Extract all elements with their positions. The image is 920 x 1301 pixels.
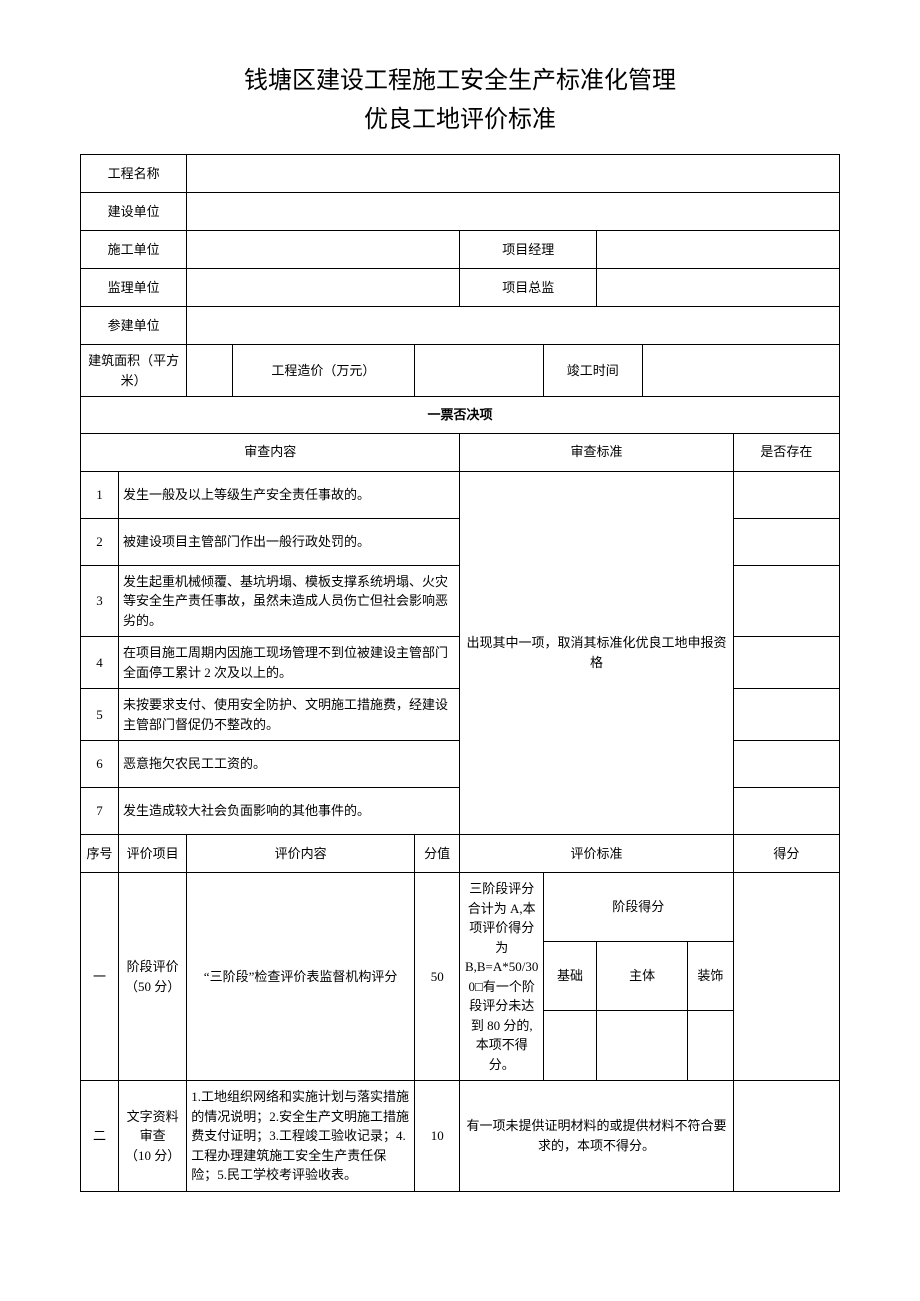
value-area[interactable] bbox=[187, 345, 233, 397]
eval-header-scoremax: 分值 bbox=[414, 835, 460, 873]
evaluation-table: 工程名称 建设单位 施工单位 项目经理 监理单位 项目总监 参建单位 建筑面积（… bbox=[80, 154, 840, 1192]
veto-content: 恶意拖欠农民工工资的。 bbox=[118, 741, 460, 788]
eval-item: 阶段评价（50 分） bbox=[118, 873, 186, 1081]
value-build-unit[interactable] bbox=[187, 193, 840, 231]
phase-score-main[interactable] bbox=[597, 1011, 688, 1081]
label-area: 建筑面积（平方米） bbox=[81, 345, 187, 397]
eval-header-seq: 序号 bbox=[81, 835, 119, 873]
veto-standard: 出现其中一项，取消其标准化优良工地申报资格 bbox=[460, 471, 733, 835]
row-supervise-unit: 监理单位 项目总监 bbox=[81, 269, 840, 307]
veto-no: 2 bbox=[81, 518, 119, 565]
eval-header-item: 评价项目 bbox=[118, 835, 186, 873]
label-project-manager: 项目经理 bbox=[460, 231, 597, 269]
veto-section-title: 一票否决项 bbox=[81, 397, 840, 434]
row-participant-unit: 参建单位 bbox=[81, 307, 840, 345]
veto-exists[interactable] bbox=[733, 637, 839, 689]
row-project-name: 工程名称 bbox=[81, 155, 840, 193]
value-project-manager[interactable] bbox=[597, 231, 840, 269]
value-construct-unit[interactable] bbox=[187, 231, 460, 269]
veto-content: 发生一般及以上等级生产安全责任事故的。 bbox=[118, 471, 460, 518]
value-project-director[interactable] bbox=[597, 269, 840, 307]
label-participant-unit: 参建单位 bbox=[81, 307, 187, 345]
row-build-unit: 建设单位 bbox=[81, 193, 840, 231]
veto-no: 4 bbox=[81, 637, 119, 689]
label-build-unit: 建设单位 bbox=[81, 193, 187, 231]
veto-row-1: 1 发生一般及以上等级生产安全责任事故的。 出现其中一项，取消其标准化优良工地申… bbox=[81, 471, 840, 518]
label-project-director: 项目总监 bbox=[460, 269, 597, 307]
veto-exists[interactable] bbox=[733, 741, 839, 788]
eval-scoremax: 50 bbox=[414, 873, 460, 1081]
row-veto-title: 一票否决项 bbox=[81, 397, 840, 434]
veto-no: 3 bbox=[81, 565, 119, 637]
eval-seq: 二 bbox=[81, 1081, 119, 1192]
eval-standard: 有一项未提供证明材料的或提供材料不符合要求的，本项不得分。 bbox=[460, 1081, 733, 1192]
eval-header-score: 得分 bbox=[733, 835, 839, 873]
veto-header-standard: 审查标准 bbox=[460, 433, 733, 471]
eval-score[interactable] bbox=[733, 1081, 839, 1192]
value-supervise-unit[interactable] bbox=[187, 269, 460, 307]
eval-content: 1.工地组织网络和实施计划与落实措施的情况说明；2.安全生产文明施工措施费支付证… bbox=[187, 1081, 415, 1192]
eval-content: “三阶段”检查评价表监督机构评分 bbox=[187, 873, 415, 1081]
veto-content: 发生起重机械倾覆、基坑坍塌、模板支撑系统坍塌、火灾等安全生产责任事故，虽然未造成… bbox=[118, 565, 460, 637]
veto-exists[interactable] bbox=[733, 471, 839, 518]
doc-title-line2: 优良工地评价标准 bbox=[80, 99, 840, 134]
doc-title-line1: 钱塘区建设工程施工安全生产标准化管理 bbox=[80, 60, 840, 95]
veto-content: 未按要求支付、使用安全防护、文明施工措施费，经建设主管部门督促仍不整改的。 bbox=[118, 689, 460, 741]
eval-header-content: 评价内容 bbox=[187, 835, 415, 873]
value-completion[interactable] bbox=[642, 345, 839, 397]
phase-label-decor: 装饰 bbox=[688, 942, 734, 1011]
veto-content: 被建设项目主管部门作出一般行政处罚的。 bbox=[118, 518, 460, 565]
eval-item: 文字资料审查 （10 分） bbox=[118, 1081, 186, 1192]
veto-header-exists: 是否存在 bbox=[733, 433, 839, 471]
veto-no: 1 bbox=[81, 471, 119, 518]
eval-row-2: 二 文字资料审查 （10 分） 1.工地组织网络和实施计划与落实措施的情况说明；… bbox=[81, 1081, 840, 1192]
eval-row-1a: 一 阶段评价（50 分） “三阶段”检查评价表监督机构评分 50 三阶段评分合计… bbox=[81, 873, 840, 942]
label-completion: 竣工时间 bbox=[543, 345, 642, 397]
veto-header-content: 审查内容 bbox=[81, 433, 460, 471]
phase-score-decor[interactable] bbox=[688, 1011, 734, 1081]
veto-exists[interactable] bbox=[733, 565, 839, 637]
veto-exists[interactable] bbox=[733, 689, 839, 741]
label-project-name: 工程名称 bbox=[81, 155, 187, 193]
row-veto-header: 审查内容 审查标准 是否存在 bbox=[81, 433, 840, 471]
veto-content: 发生造成较大社会负面影响的其他事件的。 bbox=[118, 788, 460, 835]
phase-label-main: 主体 bbox=[597, 942, 688, 1011]
row-area-cost: 建筑面积（平方米） 工程造价（万元） 竣工时间 bbox=[81, 345, 840, 397]
veto-exists[interactable] bbox=[733, 518, 839, 565]
label-construct-unit: 施工单位 bbox=[81, 231, 187, 269]
eval-score[interactable] bbox=[733, 873, 839, 1081]
veto-content: 在项目施工周期内因施工现场管理不到位被建设主管部门全面停工累计 2 次及以上的。 bbox=[118, 637, 460, 689]
value-participant-unit[interactable] bbox=[187, 307, 840, 345]
label-cost: 工程造价（万元） bbox=[232, 345, 414, 397]
eval-standard-left: 三阶段评分合计为 A,本项评价得分为 B,B=A*50/300□有一个阶段评分未… bbox=[460, 873, 543, 1081]
eval-header-standard: 评价标准 bbox=[460, 835, 733, 873]
veto-no: 5 bbox=[81, 689, 119, 741]
value-project-name[interactable] bbox=[187, 155, 840, 193]
phase-score-title: 阶段得分 bbox=[543, 873, 733, 942]
value-cost[interactable] bbox=[414, 345, 543, 397]
phase-score-basic[interactable] bbox=[543, 1011, 596, 1081]
row-eval-header: 序号 评价项目 评价内容 分值 评价标准 得分 bbox=[81, 835, 840, 873]
veto-no: 7 bbox=[81, 788, 119, 835]
row-construct-unit: 施工单位 项目经理 bbox=[81, 231, 840, 269]
veto-no: 6 bbox=[81, 741, 119, 788]
eval-seq: 一 bbox=[81, 873, 119, 1081]
veto-exists[interactable] bbox=[733, 788, 839, 835]
label-supervise-unit: 监理单位 bbox=[81, 269, 187, 307]
eval-scoremax: 10 bbox=[414, 1081, 460, 1192]
phase-label-basic: 基础 bbox=[543, 942, 596, 1011]
